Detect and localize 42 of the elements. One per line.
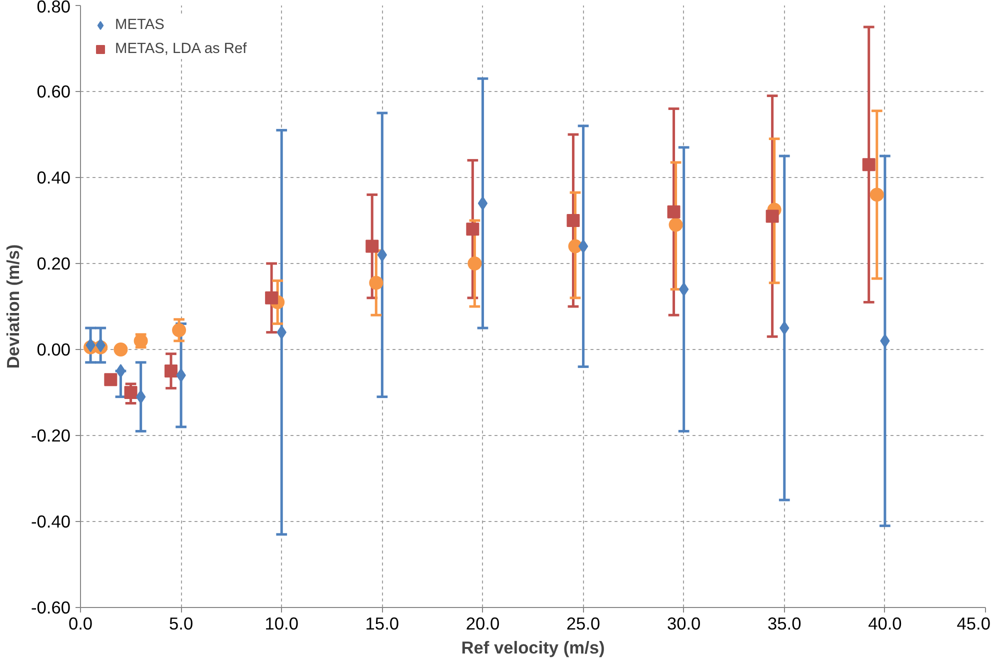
point xyxy=(466,222,480,236)
x-axis-title: Ref velocity (m/s) xyxy=(461,638,605,658)
point xyxy=(766,210,779,223)
y-tick-label: -0.60 xyxy=(31,598,71,618)
x-tick-label: 15.0 xyxy=(365,614,400,634)
point xyxy=(468,256,482,270)
x-tick-label: 35.0 xyxy=(768,614,802,634)
point xyxy=(870,188,884,202)
point xyxy=(668,218,683,232)
x-tick-label: 45.0 xyxy=(956,614,991,634)
point xyxy=(114,342,128,356)
point xyxy=(566,214,580,227)
y-tick-label: -0.20 xyxy=(31,426,71,446)
x-tick-label: 25.0 xyxy=(566,614,600,634)
point xyxy=(369,276,384,290)
point xyxy=(478,196,488,210)
point xyxy=(780,321,790,335)
point xyxy=(104,373,118,386)
y-tick-label: 0.60 xyxy=(36,82,71,102)
point xyxy=(164,364,178,378)
point xyxy=(124,386,138,399)
y-axis-title: Deviation (m/s) xyxy=(3,244,24,369)
x-tick-label: 0.0 xyxy=(68,614,93,634)
y-tick-label: 0.80 xyxy=(36,0,71,16)
point xyxy=(578,239,588,254)
y-tick-label: 0.20 xyxy=(36,254,71,274)
y-tick-label: 0.00 xyxy=(36,340,71,360)
x-tick-label: 40.0 xyxy=(868,614,902,634)
y-tick-label: -0.40 xyxy=(31,512,71,532)
legend-label: METAS, LDA as Ref xyxy=(115,41,247,57)
x-tick-label: 10.0 xyxy=(264,614,298,634)
x-tick-label: 20.0 xyxy=(466,614,500,634)
point xyxy=(667,205,680,218)
y-tick-label: 0.40 xyxy=(36,168,71,188)
point xyxy=(172,323,186,338)
legend-label: METAS xyxy=(115,17,164,33)
point xyxy=(265,291,278,304)
x-tick-label: 30.0 xyxy=(666,614,701,634)
point xyxy=(116,364,126,378)
x-tick-label: 5.0 xyxy=(169,614,194,634)
point xyxy=(366,240,379,253)
point xyxy=(862,158,876,172)
